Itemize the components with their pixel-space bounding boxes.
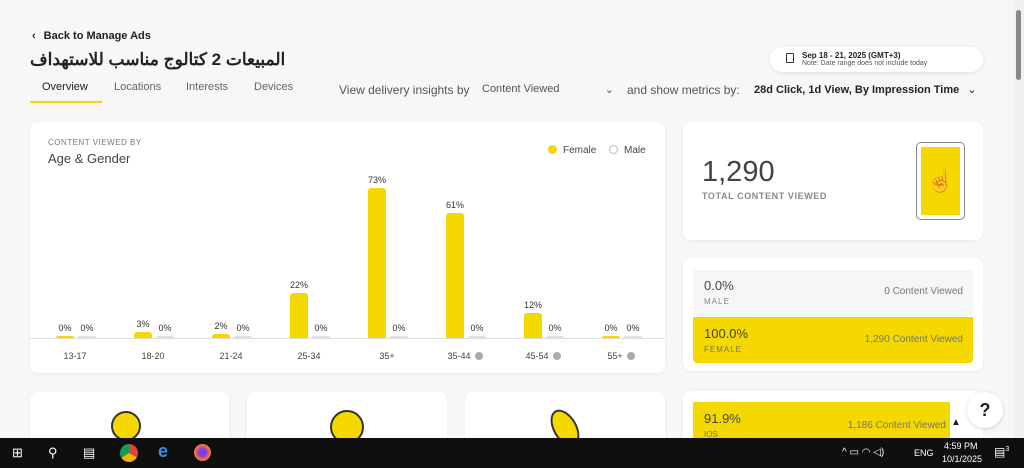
tab-devices[interactable]: Devices (254, 81, 294, 93)
legend-male[interactable]: Male (609, 145, 646, 156)
male-value-label: 0% (626, 323, 640, 333)
clock-time[interactable]: 4:59 PM (944, 441, 978, 451)
male-dot-icon (609, 145, 618, 154)
male-bar-35-44[interactable] (468, 336, 486, 338)
date-range-picker[interactable]: Sep 18 - 21, 2025 (GMT+3) Note: Date ran… (770, 47, 983, 72)
tab-interests[interactable]: Interests (186, 81, 229, 93)
female-dot-icon (548, 145, 557, 154)
scrollbar[interactable] (1014, 0, 1024, 438)
male-bar-35+[interactable] (390, 336, 408, 338)
female-bar-13-17[interactable] (56, 336, 74, 338)
gender-card: 0.0% MALE 0 Content Viewed 100.0% FEMALE… (683, 258, 983, 371)
x-axis-line (30, 338, 665, 339)
scrollbar-thumb[interactable] (1016, 10, 1021, 80)
male-value-label: 0% (236, 323, 250, 333)
language-indicator[interactable]: ENG (914, 448, 934, 458)
firefox-icon[interactable] (194, 444, 211, 461)
male-value-label: 0% (392, 323, 406, 333)
x-tick-label: 18-20 (141, 351, 165, 361)
female-bar-45-54[interactable] (524, 313, 542, 338)
male-bar-25-34[interactable] (312, 336, 330, 338)
back-link[interactable]: ‹ Back to Manage Ads (32, 30, 151, 42)
male-bar-55+[interactable] (624, 336, 642, 338)
x-tick-label: 35-44 (435, 351, 495, 361)
chevron-down-icon: ⌄ (967, 84, 977, 96)
female-value-label: 0% (58, 323, 72, 333)
female-bar-35-44[interactable] (446, 212, 464, 338)
insights-dropdown[interactable]: Content Viewed ⌄ (482, 83, 614, 96)
female-bar-55+[interactable] (602, 336, 620, 338)
female-value-label: 2% (214, 320, 228, 331)
male-value-label: 0% (314, 323, 328, 333)
female-value-label: 0% (604, 323, 618, 333)
help-icon: ? (979, 400, 991, 420)
x-tick-label: 13-17 (63, 351, 87, 361)
metrics-dropdown[interactable]: 28d Click, 1d View, By Impression Time ⌄ (754, 84, 977, 96)
legend-female[interactable]: Female (548, 145, 596, 156)
total-value: 1,290 (702, 156, 775, 188)
active-tab-indicator (30, 101, 102, 103)
taskbar: ⊞ ⚲ ▤ e ^ ▭ ◠ ◁) ENG 4:59 PM 10/1/2025 ▤… (0, 438, 1024, 468)
female-bar-25-34[interactable] (290, 292, 308, 338)
male-value-label: 0% (80, 323, 94, 333)
notifications-icon[interactable]: ▤3 (994, 445, 1010, 459)
task-view-icon[interactable]: ▤ (83, 445, 96, 460)
x-tick-label: 55+ (591, 351, 651, 361)
female-value-label: 12% (523, 300, 542, 311)
male-value-label: 0% (548, 323, 562, 333)
system-tray-icons[interactable]: ^ ▭ ◠ ◁) (842, 447, 885, 458)
chart-title: Age & Gender (48, 151, 131, 166)
gender-row-female: 100.0% FEMALE 1,290 Content Viewed (693, 317, 973, 363)
female-value-label: 73% (367, 175, 386, 186)
male-bar-13-17[interactable] (78, 336, 96, 338)
total-label: TOTAL CONTENT VIEWED (702, 191, 828, 201)
male-value-label: 0% (158, 323, 172, 333)
male-bar-45-54[interactable] (546, 336, 564, 338)
female-value-label: 3% (136, 318, 150, 329)
help-button[interactable]: ? (967, 392, 1003, 428)
female-bar-21-24[interactable] (212, 333, 230, 338)
female-bar-18-20[interactable] (134, 331, 152, 338)
chevron-down-icon: ⌄ (604, 84, 614, 96)
tab-overview[interactable]: Overview (42, 81, 88, 93)
metrics-label: and show metrics by: (627, 83, 740, 97)
female-value-label: 22% (289, 279, 308, 290)
x-tick-label: 35+ (379, 351, 395, 361)
x-tick-label: 21-24 (219, 351, 243, 361)
search-icon[interactable]: ⚲ (48, 445, 58, 460)
clock-date[interactable]: 10/1/2025 (942, 454, 983, 464)
info-icon[interactable] (552, 352, 561, 360)
female-value-label: 61% (445, 199, 464, 210)
info-icon[interactable] (474, 352, 483, 360)
female-bar-35+[interactable] (368, 188, 386, 338)
chart-overline: CONTENT VIEWED BY (48, 138, 142, 147)
age-gender-chart-card (30, 122, 665, 373)
chrome-icon[interactable] (120, 444, 138, 462)
male-bar-21-24[interactable] (234, 336, 252, 338)
x-tick-label: 45-54 (513, 351, 573, 361)
phone-swipe-icon: ☝ (916, 142, 965, 220)
tab-locations[interactable]: Locations (114, 81, 162, 93)
warning-icon: ▲ (951, 417, 961, 428)
info-icon[interactable] (626, 352, 635, 360)
chevron-left-icon: ‹ (32, 30, 36, 42)
tennis-racket-icon (111, 411, 141, 441)
platform-row-ios: 91.9% IOS 1,186 Content Viewed (693, 402, 950, 442)
male-bar-18-20[interactable] (156, 336, 174, 338)
gender-row-male: 0.0% MALE 0 Content Viewed (693, 270, 973, 316)
edge-icon[interactable]: e (158, 441, 169, 461)
insights-label: View delivery insights by (339, 83, 470, 97)
calendar-icon (786, 53, 794, 63)
male-value-label: 0% (470, 323, 484, 333)
total-card: 1,290 TOTAL CONTENT VIEWED ☝ (683, 122, 983, 240)
page-title: المبيعات 2 كتالوج مناسب للاستهداف (30, 50, 286, 69)
x-tick-label: 25-34 (297, 351, 321, 361)
windows-start-icon[interactable]: ⊞ (12, 445, 23, 460)
